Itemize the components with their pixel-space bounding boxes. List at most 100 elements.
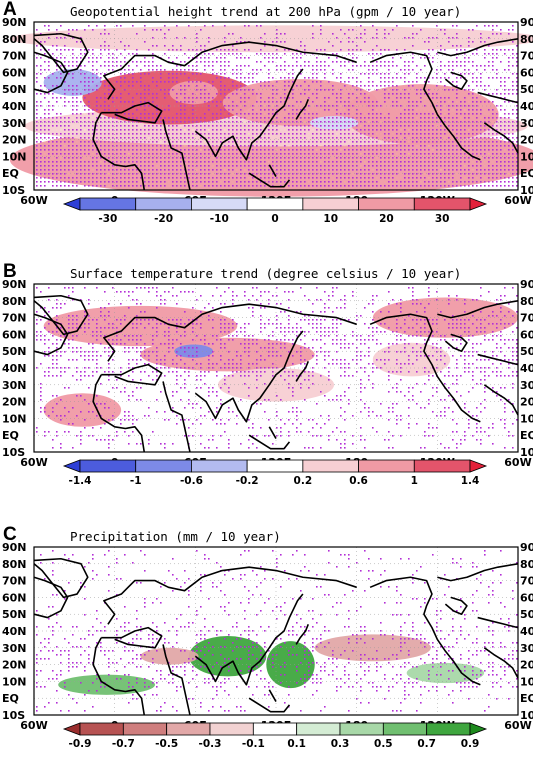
- colorbar-min-arrow: [62, 459, 81, 473]
- colorbar-label: -1: [130, 475, 142, 487]
- colorbar-bin: [166, 722, 211, 736]
- lat-label-right: 20N: [520, 659, 533, 672]
- trend-shading: [9, 25, 533, 53]
- panel-letter: A: [3, 0, 17, 20]
- lat-label-right: 80N: [520, 33, 533, 46]
- colorbar: -30 -20 -10 0 10 20 30: [62, 197, 488, 225]
- colorbar-bin: [252, 722, 298, 736]
- lat-label-left: EQ: [2, 692, 19, 705]
- lat-label-right: 10N: [520, 412, 533, 425]
- colorbar-bin: [413, 197, 471, 211]
- trend-shading: [169, 80, 218, 105]
- panel-title: Surface temperature trend (degree celsiu…: [70, 266, 462, 281]
- graticule: [34, 547, 518, 715]
- significance-dots: [36, 25, 518, 187]
- colorbar-min-arrow: [62, 197, 81, 211]
- lat-label-right: 70N: [520, 312, 533, 325]
- lat-label-right: 30N: [520, 379, 533, 392]
- colorbar-bin: [79, 459, 137, 473]
- lat-label-right: 40N: [520, 625, 533, 638]
- lat-label-left: 10N: [2, 675, 27, 688]
- colorbar-label: -0.7: [112, 738, 135, 750]
- colorbar-label: -0.3: [199, 738, 222, 750]
- map-frame: [33, 21, 519, 191]
- lat-label-left: 70N: [2, 50, 27, 63]
- panel-a-map: 90N 90N 80N 80N 70N 70N 60N 60N 50N 50N 40N 40N 30N 3…: [2, 16, 533, 225]
- lat-label-left: 40N: [2, 100, 27, 113]
- lat-label-left: 60N: [2, 591, 27, 604]
- colorbar-bin: [209, 722, 254, 736]
- lat-label-right: 40N: [520, 100, 533, 113]
- panel-a: 90N 90N 80N 80N 70N 70N 60N 60N 50N 50N 40N 40N 30N 3…: [0, 0, 533, 258]
- map-area: [9, 21, 533, 197]
- coastlines: [33, 294, 519, 453]
- lat-label-right: 40N: [520, 362, 533, 375]
- coastlines: [33, 557, 519, 716]
- colorbar-label: -1.4: [69, 475, 92, 487]
- lat-label-right: 50N: [520, 608, 533, 621]
- colorbar-max-arrow: [469, 197, 488, 211]
- lat-label-left: 80N: [2, 295, 27, 308]
- trend-shading: [314, 634, 431, 662]
- lat-label-right: 50N: [520, 83, 533, 96]
- colorbar-label: 0.3: [331, 738, 350, 750]
- colorbar-label: 0.7: [417, 738, 436, 750]
- colorbar-bin: [246, 459, 304, 473]
- lon-label: 60W: [504, 719, 531, 732]
- colorbar-bin: [79, 722, 124, 736]
- colorbar-bin: [296, 722, 341, 736]
- map-area: [33, 546, 519, 716]
- trend-shading: [43, 393, 122, 427]
- lat-label-left: 20N: [2, 134, 27, 147]
- colorbar-label: 0: [271, 213, 278, 225]
- lat-label-left: 90N: [2, 278, 27, 291]
- lat-label-right: 10S: [520, 709, 533, 722]
- lat-label-left: 80N: [2, 33, 27, 46]
- lat-label-left: 50N: [2, 608, 27, 621]
- colorbar-bin: [339, 722, 384, 736]
- lat-label-left: 30N: [2, 642, 27, 655]
- lat-label-left: 90N: [2, 16, 27, 29]
- significance-dots: [36, 287, 518, 449]
- lon-label: 60W: [504, 456, 531, 469]
- colorbar-min-arrow: [62, 722, 81, 736]
- colorbar-label: 0.9: [461, 738, 480, 750]
- lat-label-left: 50N: [2, 345, 27, 358]
- lat-label-left: 30N: [2, 379, 27, 392]
- trend-shading: [188, 636, 267, 677]
- colorbar-bin: [135, 197, 192, 211]
- map-area: [33, 283, 519, 453]
- panel-b-map: 90N 90N 80N 80N 70N 70N 60N 60N 50N 50N 40N 40N 30N 3…: [2, 278, 533, 487]
- colorbar-label: 1.4: [461, 475, 480, 487]
- map-frame: [33, 283, 519, 453]
- lat-label-left: 40N: [2, 625, 27, 638]
- lat-label-left: 10S: [2, 709, 25, 722]
- colorbar-label: 0.5: [374, 738, 393, 750]
- lat-label-right: 70N: [520, 50, 533, 63]
- lat-label-left: 40N: [2, 362, 27, 375]
- colorbar: -1.4 -1 -0.6 -0.2 0.2 0.6 1 1.4: [62, 459, 488, 487]
- lat-label-left: 60N: [2, 328, 27, 341]
- lat-label-right: 10S: [520, 184, 533, 197]
- lat-label-left: EQ: [2, 429, 19, 442]
- colorbar-label: 30: [435, 213, 450, 225]
- colorbar-bin: [302, 197, 359, 211]
- lat-label-right: 60N: [520, 328, 533, 341]
- lon-label: 60W: [20, 194, 47, 207]
- panel-title: Geopotential height trend at 200 hPa (gp…: [70, 4, 462, 19]
- panel-title: Precipitation (mm / 10 year): [70, 529, 281, 544]
- lat-label-right: 10N: [520, 150, 533, 163]
- lat-label-right: 80N: [520, 295, 533, 308]
- colorbar-bin: [191, 197, 248, 211]
- trend-shading: [140, 647, 199, 665]
- colorbar-label: -0.5: [155, 738, 178, 750]
- lat-label-left: 10S: [2, 184, 25, 197]
- lat-label-right: EQ: [520, 429, 533, 442]
- lat-label-left: 10N: [2, 150, 27, 163]
- colorbar-max-arrow: [469, 722, 488, 736]
- lat-label-right: 30N: [520, 642, 533, 655]
- lat-label-right: 70N: [520, 575, 533, 588]
- lat-label-left: EQ: [2, 167, 19, 180]
- lat-label-left: 20N: [2, 659, 27, 672]
- colorbar-bin: [426, 722, 471, 736]
